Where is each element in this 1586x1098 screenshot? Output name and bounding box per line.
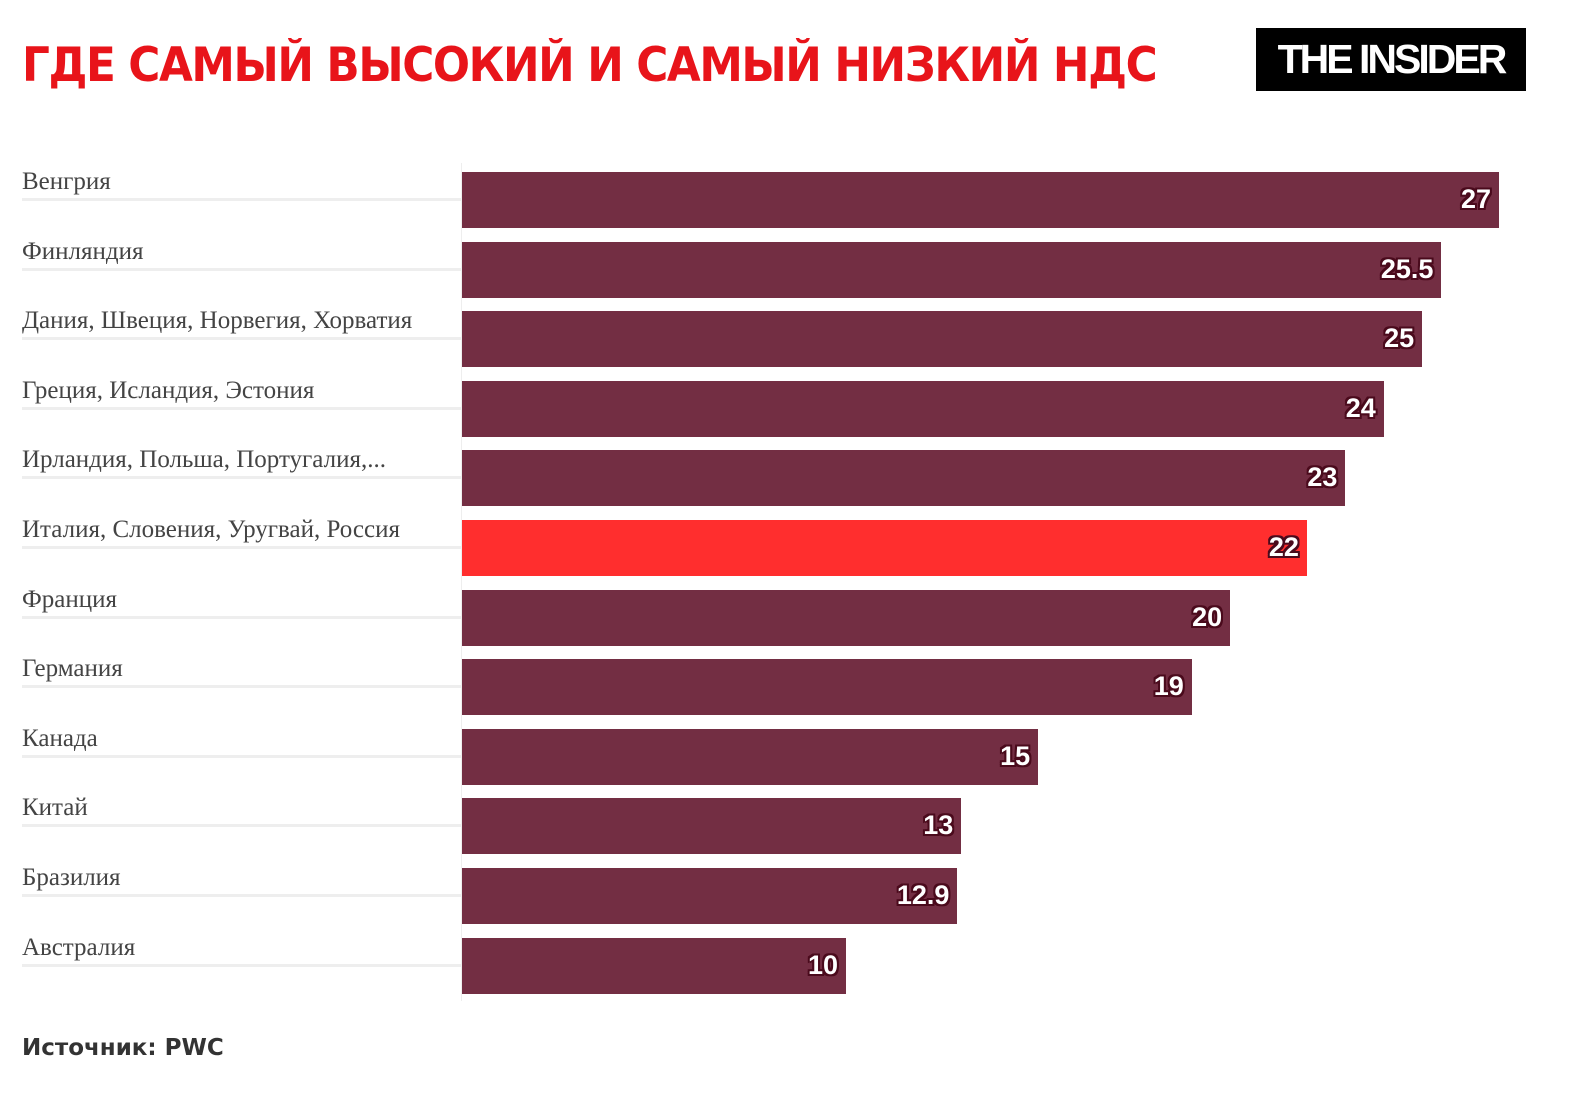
bar [462,589,1231,646]
bar [462,172,1499,228]
data-label: 15 [1000,740,1031,771]
bar [462,728,1039,785]
data-label: 25.5 [1380,253,1434,284]
label-underline [22,267,461,271]
category-label: Италия, Словения, Уругвай, Россия [22,516,400,543]
label-underline [22,754,461,758]
category-label: Австралия [22,933,136,961]
label-underline [22,337,461,341]
category-label: Ирландия, Польша, Португалия,... [22,446,386,474]
chart-title: ГДЕ САМЫЙ ВЫСОКИЙ И САМЫЙ НИЗКИЙ НДС [22,38,1158,93]
the-insider-logo: THE INSIDER [1256,28,1526,91]
label-underline [22,685,461,689]
label-underline [22,546,461,549]
bar [462,520,1307,576]
category-label: Бразилия [22,864,121,891]
data-label: 22 [1268,532,1299,562]
source-note: Источник: PWC [22,1035,224,1061]
label-underline [22,198,461,201]
label-underline [22,824,461,828]
category-label: Финляндия [22,237,144,265]
y-axis-line [461,163,462,1001]
data-label: 10 [808,949,839,980]
data-label: 25 [1384,323,1415,354]
data-label: 19 [1153,671,1184,702]
category-label: Венгрия [22,168,111,195]
data-label: 20 [1192,601,1223,632]
label-underline [22,894,461,897]
data-label: 13 [923,810,954,841]
bar [462,868,958,924]
category-label: Китай [22,794,88,822]
bar [462,241,1442,298]
bar [462,937,847,994]
label-underline [22,406,461,410]
bar [462,380,1384,437]
category-label: Дания, Швеция, Норвегия, Хорватия [22,307,413,335]
label-underline [22,615,461,619]
bar [462,659,1192,716]
data-label: 12.9 [896,880,950,910]
category-label: Греция, Исландия, Эстония [22,376,315,404]
bar [462,311,1423,368]
label-underline [22,963,461,967]
category-label: Франция [22,585,117,613]
category-label: Канада [22,724,98,752]
label-underline [22,476,461,480]
category-label: Германия [22,655,123,683]
bar [462,450,1346,507]
data-label: 24 [1345,392,1376,423]
data-label: 23 [1307,462,1338,493]
data-label: 27 [1460,184,1491,214]
bar [462,798,962,855]
